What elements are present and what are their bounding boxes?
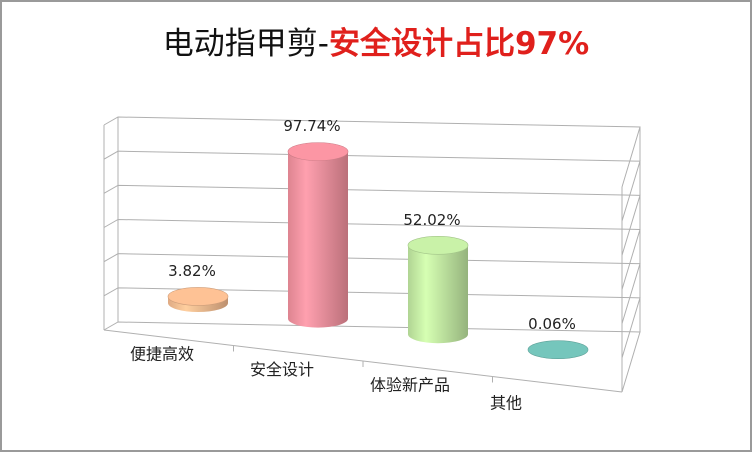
bar-top (287, 142, 349, 161)
grid-line (103, 150, 641, 222)
title-part: 安全设计占比97% (329, 26, 589, 62)
value-label: 97.74% (283, 117, 340, 135)
bar-top (407, 236, 469, 255)
x-tick-label: 安全设计 (250, 360, 314, 379)
bar-top (167, 287, 229, 306)
grid-line (103, 321, 641, 393)
chart-title: 电动指甲剪-安全设计占比97% (163, 26, 589, 62)
x-tick-label: 其他 (490, 393, 522, 412)
grid-line (103, 253, 641, 324)
grid-line (103, 287, 641, 358)
bar-top (527, 340, 589, 359)
bar (288, 151, 348, 328)
grid-line (103, 218, 641, 290)
x-tick-label: 便捷高效 (130, 345, 194, 364)
value-label: 0.06% (528, 315, 576, 333)
x-tick-label: 体验新产品 (370, 376, 450, 395)
bar (168, 296, 229, 312)
grid-line (103, 116, 641, 188)
bar (408, 245, 468, 344)
grid-line (103, 184, 641, 256)
value-label: 3.82% (168, 262, 216, 280)
wall-edge (103, 117, 641, 392)
value-label: 52.02% (403, 211, 460, 229)
title-part: 电动指甲剪- (163, 26, 329, 62)
